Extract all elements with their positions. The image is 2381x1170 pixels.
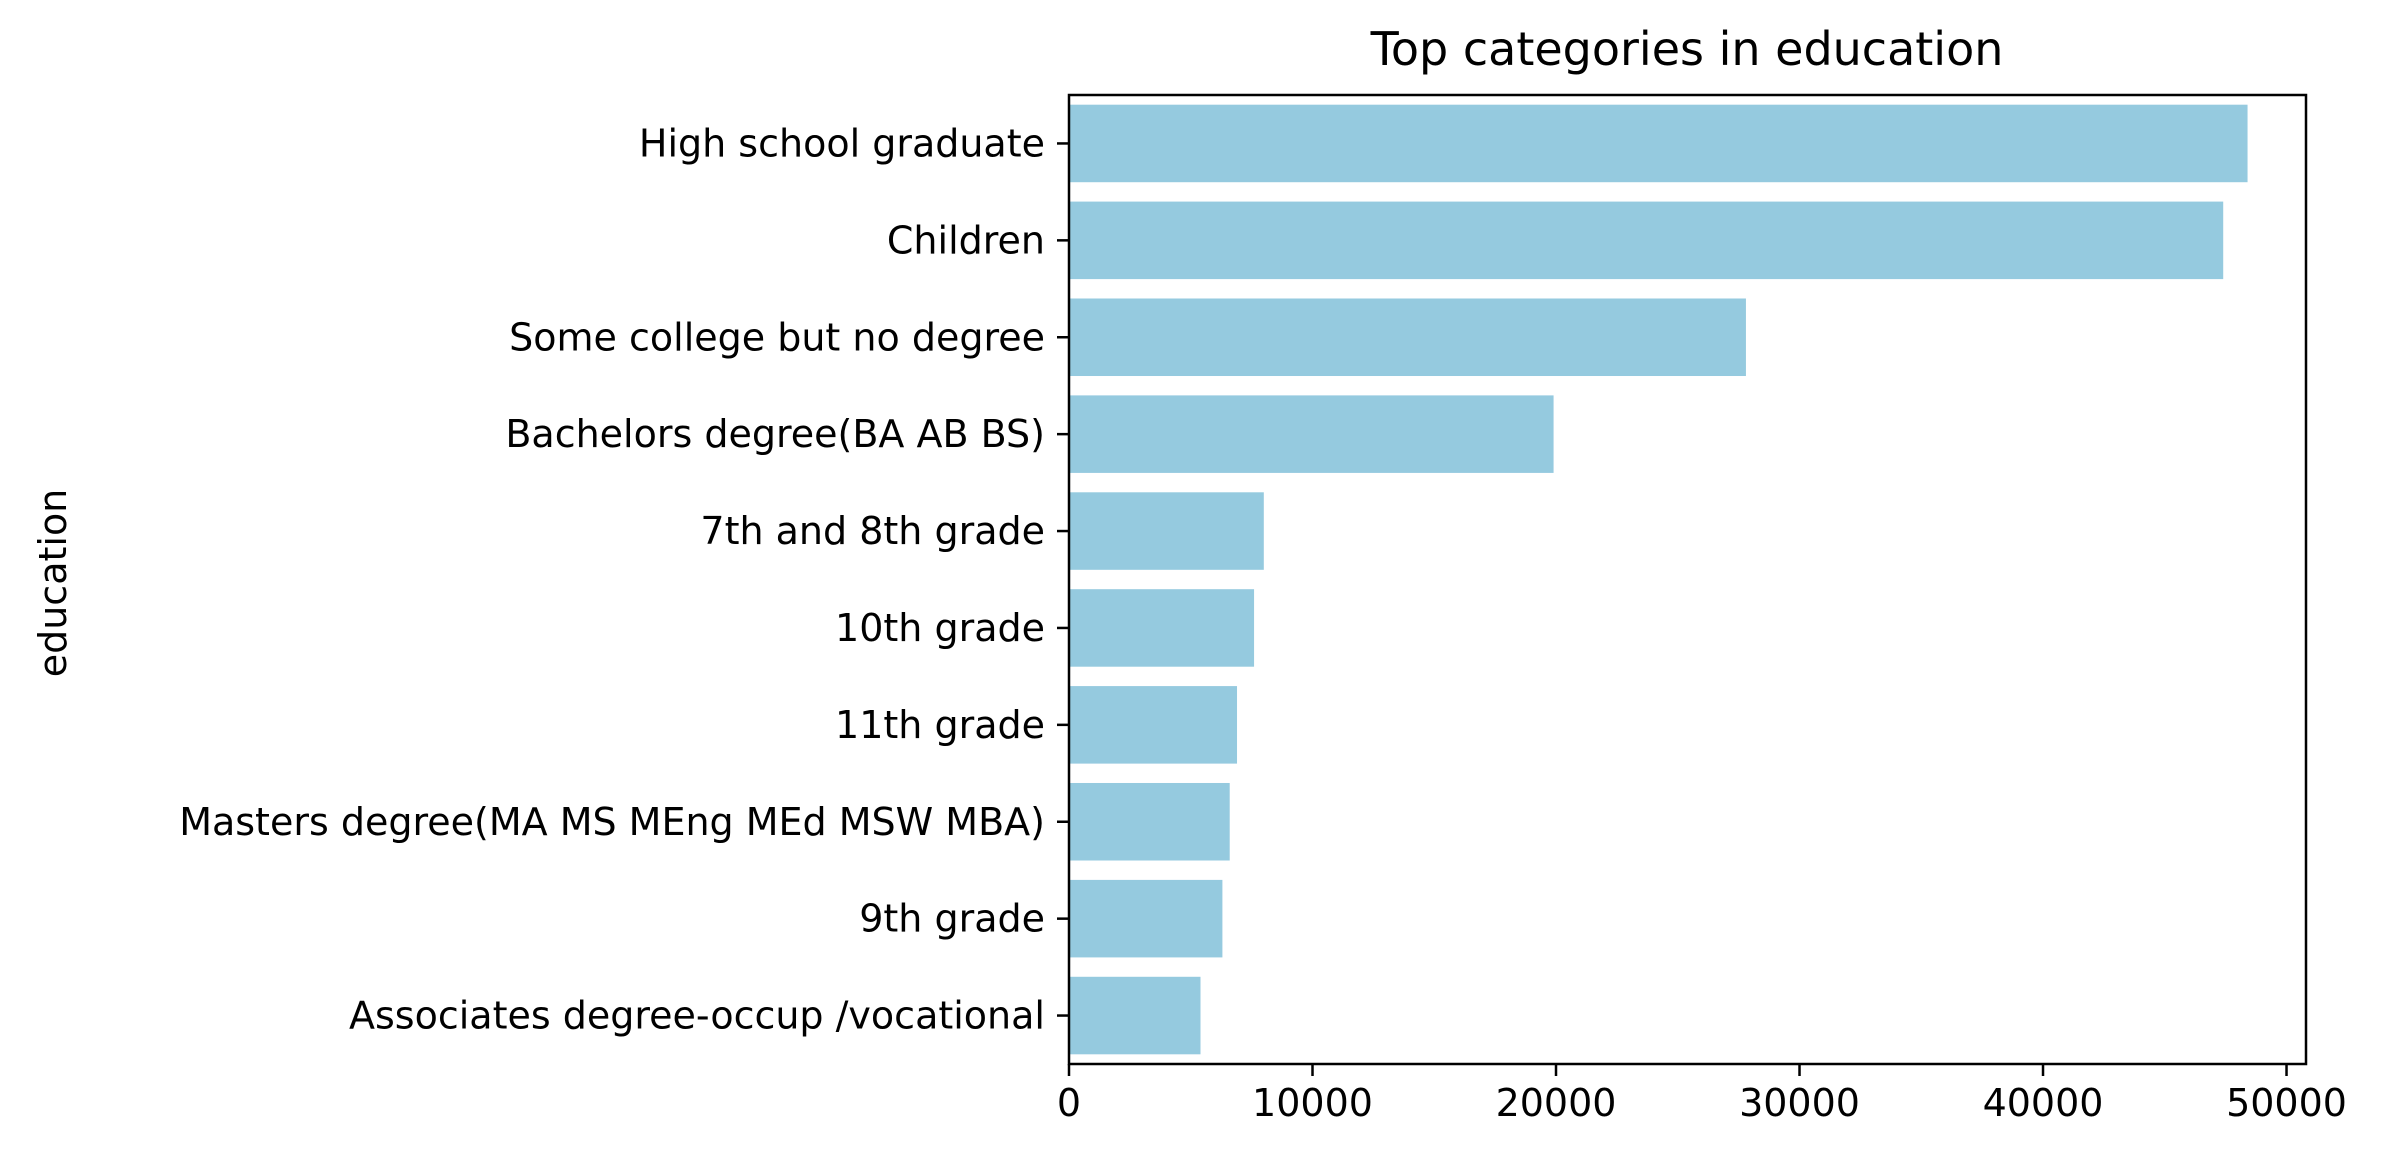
bars-layer: [1069, 104, 2248, 1055]
bar: [1069, 298, 1746, 377]
y-tick-label: Associates degree-occup /vocational: [349, 994, 1045, 1038]
y-tick-label: 11th grade: [835, 703, 1045, 747]
bar: [1069, 686, 1238, 764]
y-tick-label: Some college but no degree: [509, 315, 1045, 359]
x-tick-label: 40000: [1983, 1081, 2104, 1125]
x-tick-label: 0: [1057, 1081, 1081, 1125]
y-tick-label: 7th and 8th grade: [700, 509, 1045, 553]
y-ticks-layer: High school graduate Children Some college…: [179, 121, 1069, 1038]
bar: [1069, 879, 1223, 958]
bar: [1069, 104, 2248, 183]
y-tick-label: Children: [887, 218, 1045, 262]
x-tick-label: 50000: [2226, 1081, 2347, 1125]
y-tick-label: 10th grade: [835, 606, 1045, 650]
x-tick-label: 30000: [1739, 1081, 1860, 1125]
x-tick-label: 10000: [1252, 1081, 1373, 1125]
y-axis-label: education: [31, 489, 75, 678]
x-ticks-layer: 0 10000 20000 30000 40000 50000: [1057, 1064, 2347, 1125]
plot-frame: [1067, 93, 2308, 1066]
bar: [1069, 782, 1230, 861]
bar: [1069, 589, 1255, 667]
y-tick-label: Bachelors degree(BA AB BS): [505, 412, 1045, 456]
bar: [1069, 395, 1554, 473]
y-tick-label: High school graduate: [639, 121, 1045, 165]
bar: [1069, 976, 1201, 1055]
bar: [1069, 492, 1264, 570]
y-tick-label: 9th grade: [859, 897, 1045, 941]
bar: [1069, 201, 2224, 280]
chart-title: Top categories in education: [1370, 22, 2004, 76]
x-tick-label: 20000: [1496, 1081, 1617, 1125]
y-tick-label: Masters degree(MA MS MEng MEd MSW MBA): [179, 800, 1045, 844]
